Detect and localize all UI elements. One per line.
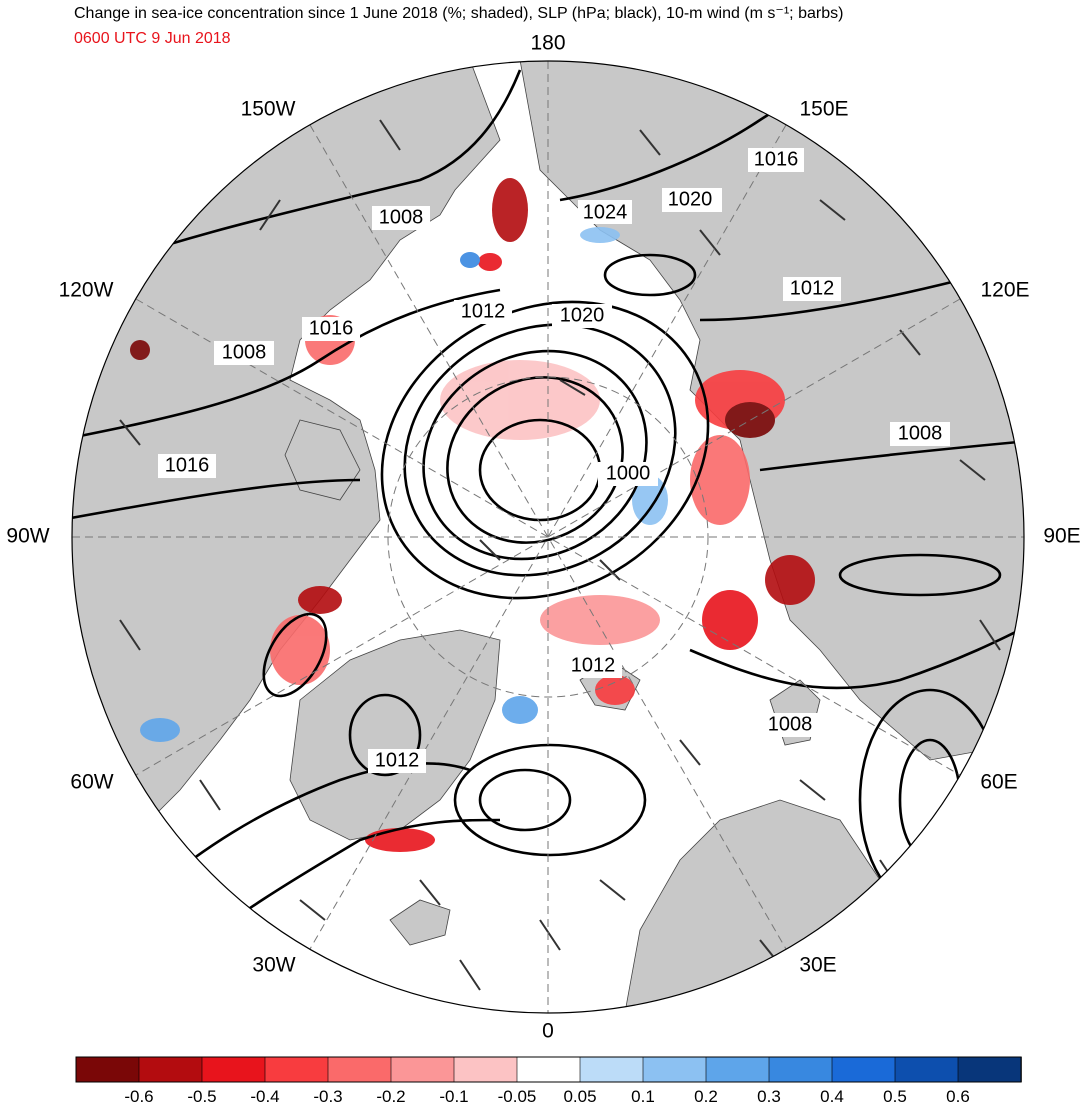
colorbar-tick-label: 0.4 <box>820 1087 844 1106</box>
colorbar-tick-label: -0.5 <box>187 1087 216 1106</box>
colorbar-tick-label: 0.1 <box>631 1087 655 1106</box>
isobar-label: 1024 <box>583 201 628 223</box>
lon-label-30w: 30W <box>252 954 295 977</box>
lon-label-60w: 60W <box>70 771 113 794</box>
land-iceland <box>389 899 451 946</box>
lon-label-60e: 60E <box>980 771 1017 794</box>
colorbar: -0.6 -0.5 -0.4 -0.3 -0.2 -0.1 -0.05 0.05 0.1 0.2 0… <box>75 1056 1022 1106</box>
colorbar-bins <box>75 1056 1022 1083</box>
colorbar-tick-label: -0.6 <box>124 1087 153 1106</box>
colorbar-ticks: -0.6 -0.5 -0.4 -0.3 -0.2 -0.1 -0.05 0.05 0.1 0.2 0… <box>124 1087 969 1106</box>
colorbar-bin <box>831 1056 896 1083</box>
valid-time: 0600 UTC 9 Jun 2018 <box>74 30 231 47</box>
lon-label-90w: 90W <box>6 525 49 548</box>
lon-label-90e: 90E <box>1043 525 1080 548</box>
isobar-label: 1012 <box>375 749 420 771</box>
isobar-label: 1016 <box>754 148 799 170</box>
colorbar-bin <box>390 1056 455 1083</box>
graticule <box>72 61 1024 1013</box>
land-north-america <box>72 61 501 861</box>
isobar-label: 1016 <box>309 317 354 339</box>
colorbar-tick-label: 0.3 <box>757 1087 781 1106</box>
colorbar-tick-label: 0.5 <box>883 1087 907 1106</box>
lon-label-120w: 120W <box>59 279 114 302</box>
lon-label-150e: 150E <box>799 98 848 121</box>
colorbar-tick-label: 0.6 <box>946 1087 970 1106</box>
isobar-label: 1020 <box>560 304 605 326</box>
isobar-label: 1000 <box>606 462 651 484</box>
colorbar-bin <box>264 1056 329 1083</box>
colorbar-bin <box>579 1056 644 1083</box>
isobar-label: 1008 <box>379 206 424 228</box>
map-boundary <box>71 60 1025 1014</box>
colorbar-tick-label: -0.1 <box>439 1087 468 1106</box>
lon-label-120e: 120E <box>980 279 1029 302</box>
colorbar-bin <box>642 1056 707 1083</box>
isobar-label: 1020 <box>668 188 713 210</box>
isobar-labels: 1024 1020 1016 1008 1012 1020 1012 1016 … <box>158 148 950 773</box>
colorbar-bin <box>516 1056 581 1083</box>
isobar-label: 1012 <box>790 277 835 299</box>
colorbar-bin <box>138 1056 203 1083</box>
colorbar-tick-label: -0.4 <box>250 1087 279 1106</box>
isobar-label: 1016 <box>165 454 210 476</box>
lon-label-180: 180 <box>530 32 565 55</box>
isobar-label: 1012 <box>571 654 616 676</box>
map-layers <box>72 61 1024 1013</box>
colorbar-tick-label: -0.05 <box>498 1087 537 1106</box>
isobar-label: 1012 <box>461 300 506 322</box>
colorbar-tick-label: -0.2 <box>376 1087 405 1106</box>
colorbar-bin <box>75 1056 140 1083</box>
lon-label-150w: 150W <box>241 98 296 121</box>
colorbar-bin <box>453 1056 518 1083</box>
longitude-labels: 180 150E 120E 90E 60E 30E 0 30W 60W 90W … <box>6 32 1080 1043</box>
colorbar-bin <box>327 1056 392 1083</box>
lon-label-0: 0 <box>542 1020 554 1043</box>
colorbar-tick-label: 0.05 <box>563 1087 596 1106</box>
isobar-label: 1008 <box>898 422 943 444</box>
figure-title: Change in sea-ice concentration since 1 … <box>74 5 844 22</box>
colorbar-bin <box>894 1056 959 1083</box>
colorbar-tick-label: -0.3 <box>313 1087 342 1106</box>
lon-label-30e: 30E <box>799 954 836 977</box>
colorbar-bin <box>201 1056 266 1083</box>
isobar-label: 1008 <box>222 341 267 363</box>
slp-isobars <box>72 69 1024 961</box>
colorbar-bin <box>705 1056 770 1083</box>
land-greenland <box>289 629 501 841</box>
colorbar-tick-label: 0.2 <box>694 1087 718 1106</box>
isobar-label: 1008 <box>768 713 813 735</box>
colorbar-bin <box>957 1056 1022 1083</box>
colorbar-bin <box>768 1056 833 1083</box>
